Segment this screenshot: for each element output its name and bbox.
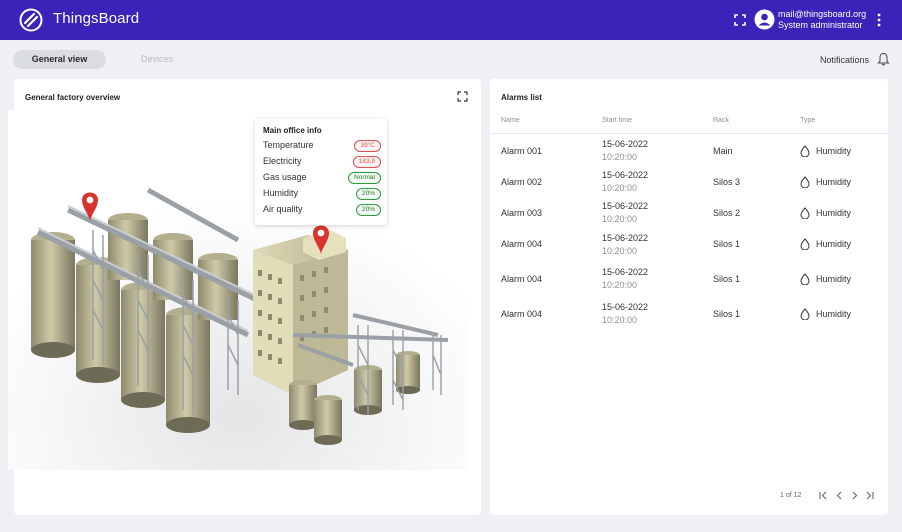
status-badge: 20% <box>355 188 381 200</box>
column-header-start-time[interactable]: Start time <box>602 117 632 124</box>
alarm-name: Alarm 002 <box>501 177 543 187</box>
tab-general-view[interactable]: General view <box>13 50 106 69</box>
map-pin-icon[interactable] <box>82 192 98 223</box>
status-badge: Normal <box>348 172 381 184</box>
thingsboard-logo-icon[interactable] <box>19 8 43 32</box>
tooltip-row-label: Air quality <box>263 204 303 214</box>
fullscreen-icon[interactable] <box>457 91 468 102</box>
alarm-rack: Silos 1 <box>713 309 741 319</box>
alarm-time: 10:20:00 <box>602 183 638 193</box>
alarm-time: 10:20:00 <box>602 152 638 162</box>
alarm-date: 15-06-2022 <box>602 201 649 211</box>
alarm-date: 15-06-2022 <box>602 170 649 180</box>
tooltip-row-temperature: Temperature 39°C <box>263 139 381 153</box>
alarm-time: 10:20:00 <box>602 246 638 256</box>
alarm-rack: Main <box>713 146 733 156</box>
status-badge: 183,9 <box>352 156 381 168</box>
column-header-name[interactable]: Name <box>501 117 520 124</box>
alarm-type: Humidity <box>816 208 852 218</box>
main-office-tooltip: Main office info Temperature 39°C Electr… <box>255 119 387 225</box>
more-vert-icon[interactable] <box>874 12 884 28</box>
humidity-drop-icon <box>800 207 810 219</box>
tooltip-row-label: Humidity <box>263 188 299 198</box>
card-title: General factory overview <box>25 93 121 102</box>
humidity-drop-icon <box>800 273 810 285</box>
tooltip-row-label: Gas usage <box>263 172 307 182</box>
alarm-name: Alarm 004 <box>501 239 543 249</box>
alarm-type: Humidity <box>816 177 852 187</box>
alarms-list-card: Alarms list <box>490 79 888 515</box>
alarm-date: 15-06-2022 <box>602 233 649 243</box>
humidity-drop-icon <box>800 176 810 188</box>
status-badge: 20% <box>355 204 381 216</box>
factory-scene-image <box>8 110 468 470</box>
tooltip-row-electricity: Electricity 183,9 <box>263 155 381 169</box>
notifications-label[interactable]: Notifications <box>820 55 870 65</box>
tooltip-row-air-quality: Air quality 20% <box>263 203 381 217</box>
alarm-type: Humidity <box>816 146 852 156</box>
humidity-drop-icon <box>800 145 810 157</box>
table-header-divider <box>490 133 888 134</box>
tooltip-row-label: Temperature <box>263 140 314 150</box>
alarm-time: 10:20:00 <box>602 214 638 224</box>
map-pin-icon[interactable] <box>313 225 329 256</box>
tooltip-title: Main office info <box>263 126 322 135</box>
alarm-type: Humidity <box>816 274 852 284</box>
humidity-drop-icon <box>800 238 810 250</box>
tooltip-row-gas-usage: Gas usage Normal <box>263 171 381 185</box>
next-page-icon[interactable] <box>849 490 860 501</box>
alarm-rack: Silos 2 <box>713 208 741 218</box>
app-title: ThingsBoard <box>53 10 140 27</box>
card-title: Alarms list <box>501 93 542 102</box>
alarm-rack: Silos 3 <box>713 177 741 187</box>
account-avatar-icon[interactable] <box>754 9 775 30</box>
alarm-rack: Silos 1 <box>713 274 741 284</box>
user-role: System administrator <box>778 20 863 30</box>
alarm-name: Alarm 001 <box>501 146 543 156</box>
alarm-rack: Silos 1 <box>713 239 741 249</box>
alarm-type: Humidity <box>816 239 852 249</box>
alarm-time: 10:20:00 <box>602 315 638 325</box>
tooltip-row-label: Electricity <box>263 156 302 166</box>
alarm-name: Alarm 004 <box>501 309 543 319</box>
alarm-date: 15-06-2022 <box>602 267 649 277</box>
humidity-drop-icon <box>800 308 810 320</box>
bell-icon[interactable] <box>877 52 890 66</box>
status-badge: 39°C <box>354 140 381 152</box>
prev-page-icon[interactable] <box>834 490 845 501</box>
fullscreen-icon[interactable] <box>733 13 747 27</box>
alarm-time: 10:20:00 <box>602 280 638 290</box>
column-header-rack[interactable]: Rack <box>713 117 729 124</box>
first-page-icon[interactable] <box>818 490 829 501</box>
pagination-label: 1 of 12 <box>780 492 802 499</box>
alarm-date: 15-06-2022 <box>602 139 649 149</box>
alarm-name: Alarm 003 <box>501 208 543 218</box>
column-header-type[interactable]: Type <box>800 117 816 124</box>
top-bar: ThingsBoard mail@thingsboard.org System … <box>0 0 902 40</box>
alarm-date: 15-06-2022 <box>602 302 649 312</box>
last-page-icon[interactable] <box>864 490 875 501</box>
alarm-type: Humidity <box>816 309 852 319</box>
alarm-name: Alarm 004 <box>501 274 543 284</box>
tooltip-row-humidity: Humidity 20% <box>263 187 381 201</box>
user-email: mail@thingsboard.org <box>778 9 867 19</box>
tab-devices[interactable]: Devices <box>140 54 173 64</box>
